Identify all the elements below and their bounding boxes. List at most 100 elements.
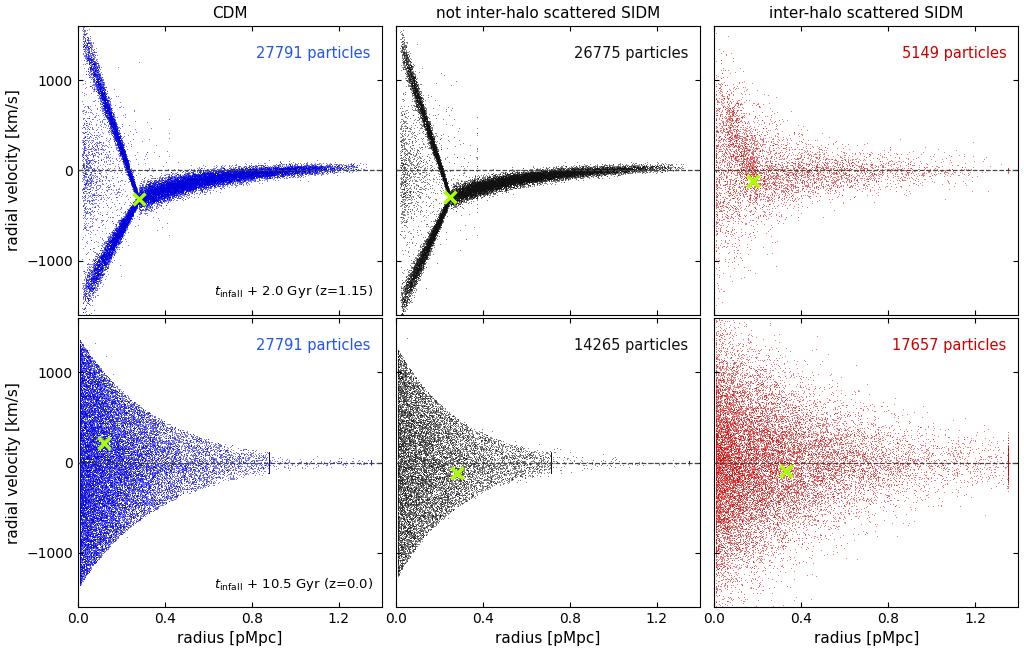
Point bbox=[466, 183, 482, 193]
Point bbox=[408, 262, 424, 273]
Point bbox=[813, 180, 829, 190]
Point bbox=[160, 173, 176, 184]
Point bbox=[425, 235, 441, 245]
Point bbox=[407, 176, 423, 186]
Point bbox=[155, 188, 171, 198]
Point bbox=[556, 171, 572, 182]
Point bbox=[510, 171, 526, 181]
Point bbox=[775, 391, 792, 402]
Point bbox=[571, 168, 588, 178]
Point bbox=[146, 188, 163, 198]
Point bbox=[130, 196, 146, 206]
Point bbox=[773, 525, 790, 535]
Point bbox=[290, 164, 306, 174]
Point bbox=[735, 432, 752, 443]
Point bbox=[244, 451, 260, 461]
Point bbox=[711, 338, 727, 349]
Point bbox=[440, 426, 457, 437]
Point bbox=[439, 185, 456, 196]
Point bbox=[413, 258, 429, 269]
Point bbox=[562, 166, 579, 176]
Point bbox=[733, 452, 750, 462]
Point bbox=[85, 357, 101, 367]
Point bbox=[427, 147, 443, 158]
Point bbox=[800, 411, 816, 421]
Point bbox=[430, 157, 446, 168]
Point bbox=[451, 479, 467, 490]
Point bbox=[638, 164, 654, 175]
Point bbox=[146, 419, 163, 429]
Point bbox=[428, 413, 444, 424]
Point bbox=[433, 211, 450, 221]
Point bbox=[105, 500, 122, 511]
Point bbox=[129, 417, 145, 428]
Point bbox=[129, 194, 145, 204]
Point bbox=[130, 193, 146, 203]
Point bbox=[304, 166, 321, 176]
Point bbox=[119, 524, 135, 535]
Point bbox=[398, 452, 415, 462]
Point bbox=[764, 435, 780, 445]
Point bbox=[746, 125, 763, 136]
Point bbox=[524, 471, 541, 481]
Point bbox=[729, 456, 745, 466]
Point bbox=[721, 421, 737, 432]
Point bbox=[213, 166, 229, 177]
Point bbox=[194, 176, 210, 186]
Point bbox=[114, 141, 130, 152]
Point bbox=[485, 177, 502, 187]
Point bbox=[92, 85, 109, 96]
Point bbox=[430, 506, 446, 516]
Point bbox=[478, 181, 495, 192]
Point bbox=[172, 454, 188, 464]
Point bbox=[471, 460, 487, 471]
Point bbox=[741, 475, 758, 485]
Point bbox=[488, 184, 505, 194]
Point bbox=[621, 163, 637, 173]
Point bbox=[421, 463, 437, 473]
Point bbox=[460, 194, 476, 205]
Point bbox=[503, 177, 519, 187]
Point bbox=[571, 170, 588, 181]
Point bbox=[139, 463, 156, 473]
Point bbox=[745, 373, 762, 383]
Point bbox=[419, 424, 435, 435]
Point bbox=[406, 76, 422, 87]
Point bbox=[742, 416, 759, 426]
Point bbox=[729, 202, 745, 213]
Point bbox=[437, 173, 454, 183]
Point bbox=[89, 478, 105, 488]
Point bbox=[595, 162, 611, 173]
Point bbox=[115, 152, 131, 162]
Point bbox=[435, 169, 452, 179]
Point bbox=[400, 69, 417, 80]
Point bbox=[395, 390, 412, 400]
Point bbox=[78, 439, 94, 449]
Point bbox=[390, 419, 407, 429]
Point bbox=[390, 379, 407, 389]
Point bbox=[413, 253, 429, 263]
Point bbox=[73, 347, 89, 357]
Point bbox=[756, 415, 772, 426]
Point bbox=[273, 166, 290, 176]
Point bbox=[133, 475, 150, 485]
Point bbox=[471, 183, 487, 194]
Point bbox=[222, 170, 239, 180]
Point bbox=[435, 168, 452, 179]
Point bbox=[714, 414, 730, 424]
Point bbox=[539, 170, 555, 180]
Point bbox=[130, 507, 146, 517]
Point bbox=[141, 200, 158, 210]
Point bbox=[409, 77, 425, 87]
Point bbox=[504, 178, 520, 188]
Point bbox=[415, 108, 431, 118]
Point bbox=[758, 466, 774, 476]
Point bbox=[104, 454, 121, 465]
Point bbox=[87, 168, 103, 178]
Point bbox=[401, 505, 418, 515]
Point bbox=[467, 183, 483, 194]
Point bbox=[101, 248, 118, 259]
Point bbox=[593, 166, 609, 177]
Point bbox=[462, 461, 478, 471]
Point bbox=[91, 443, 108, 454]
